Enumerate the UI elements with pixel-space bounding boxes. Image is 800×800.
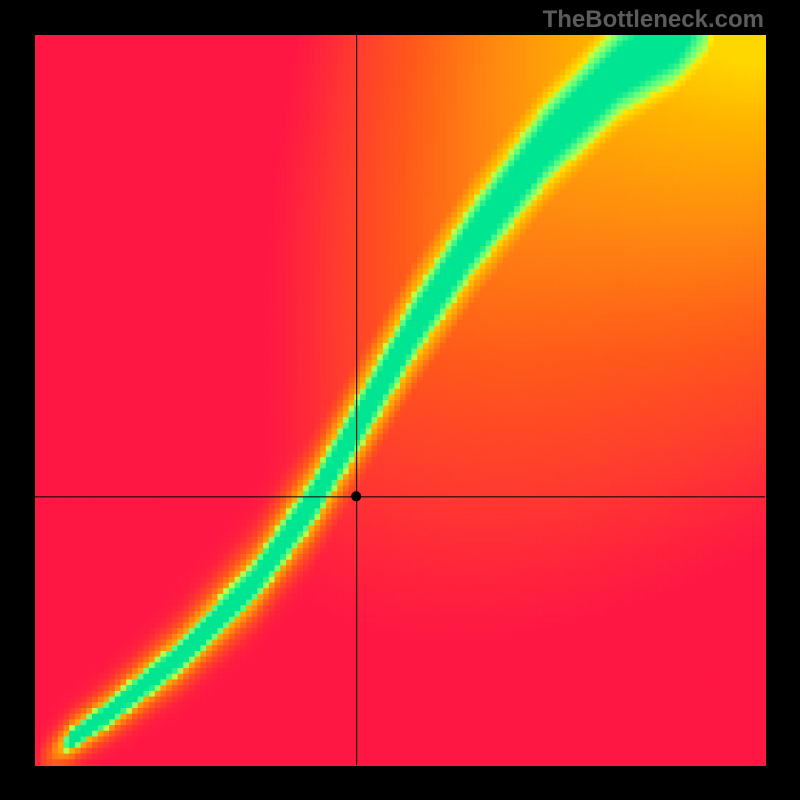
watermark-text: TheBottleneck.com (543, 6, 764, 34)
chart-container: { "chart": { "type": "heatmap", "canvas_… (0, 0, 800, 800)
bottleneck-heatmap (0, 0, 800, 800)
